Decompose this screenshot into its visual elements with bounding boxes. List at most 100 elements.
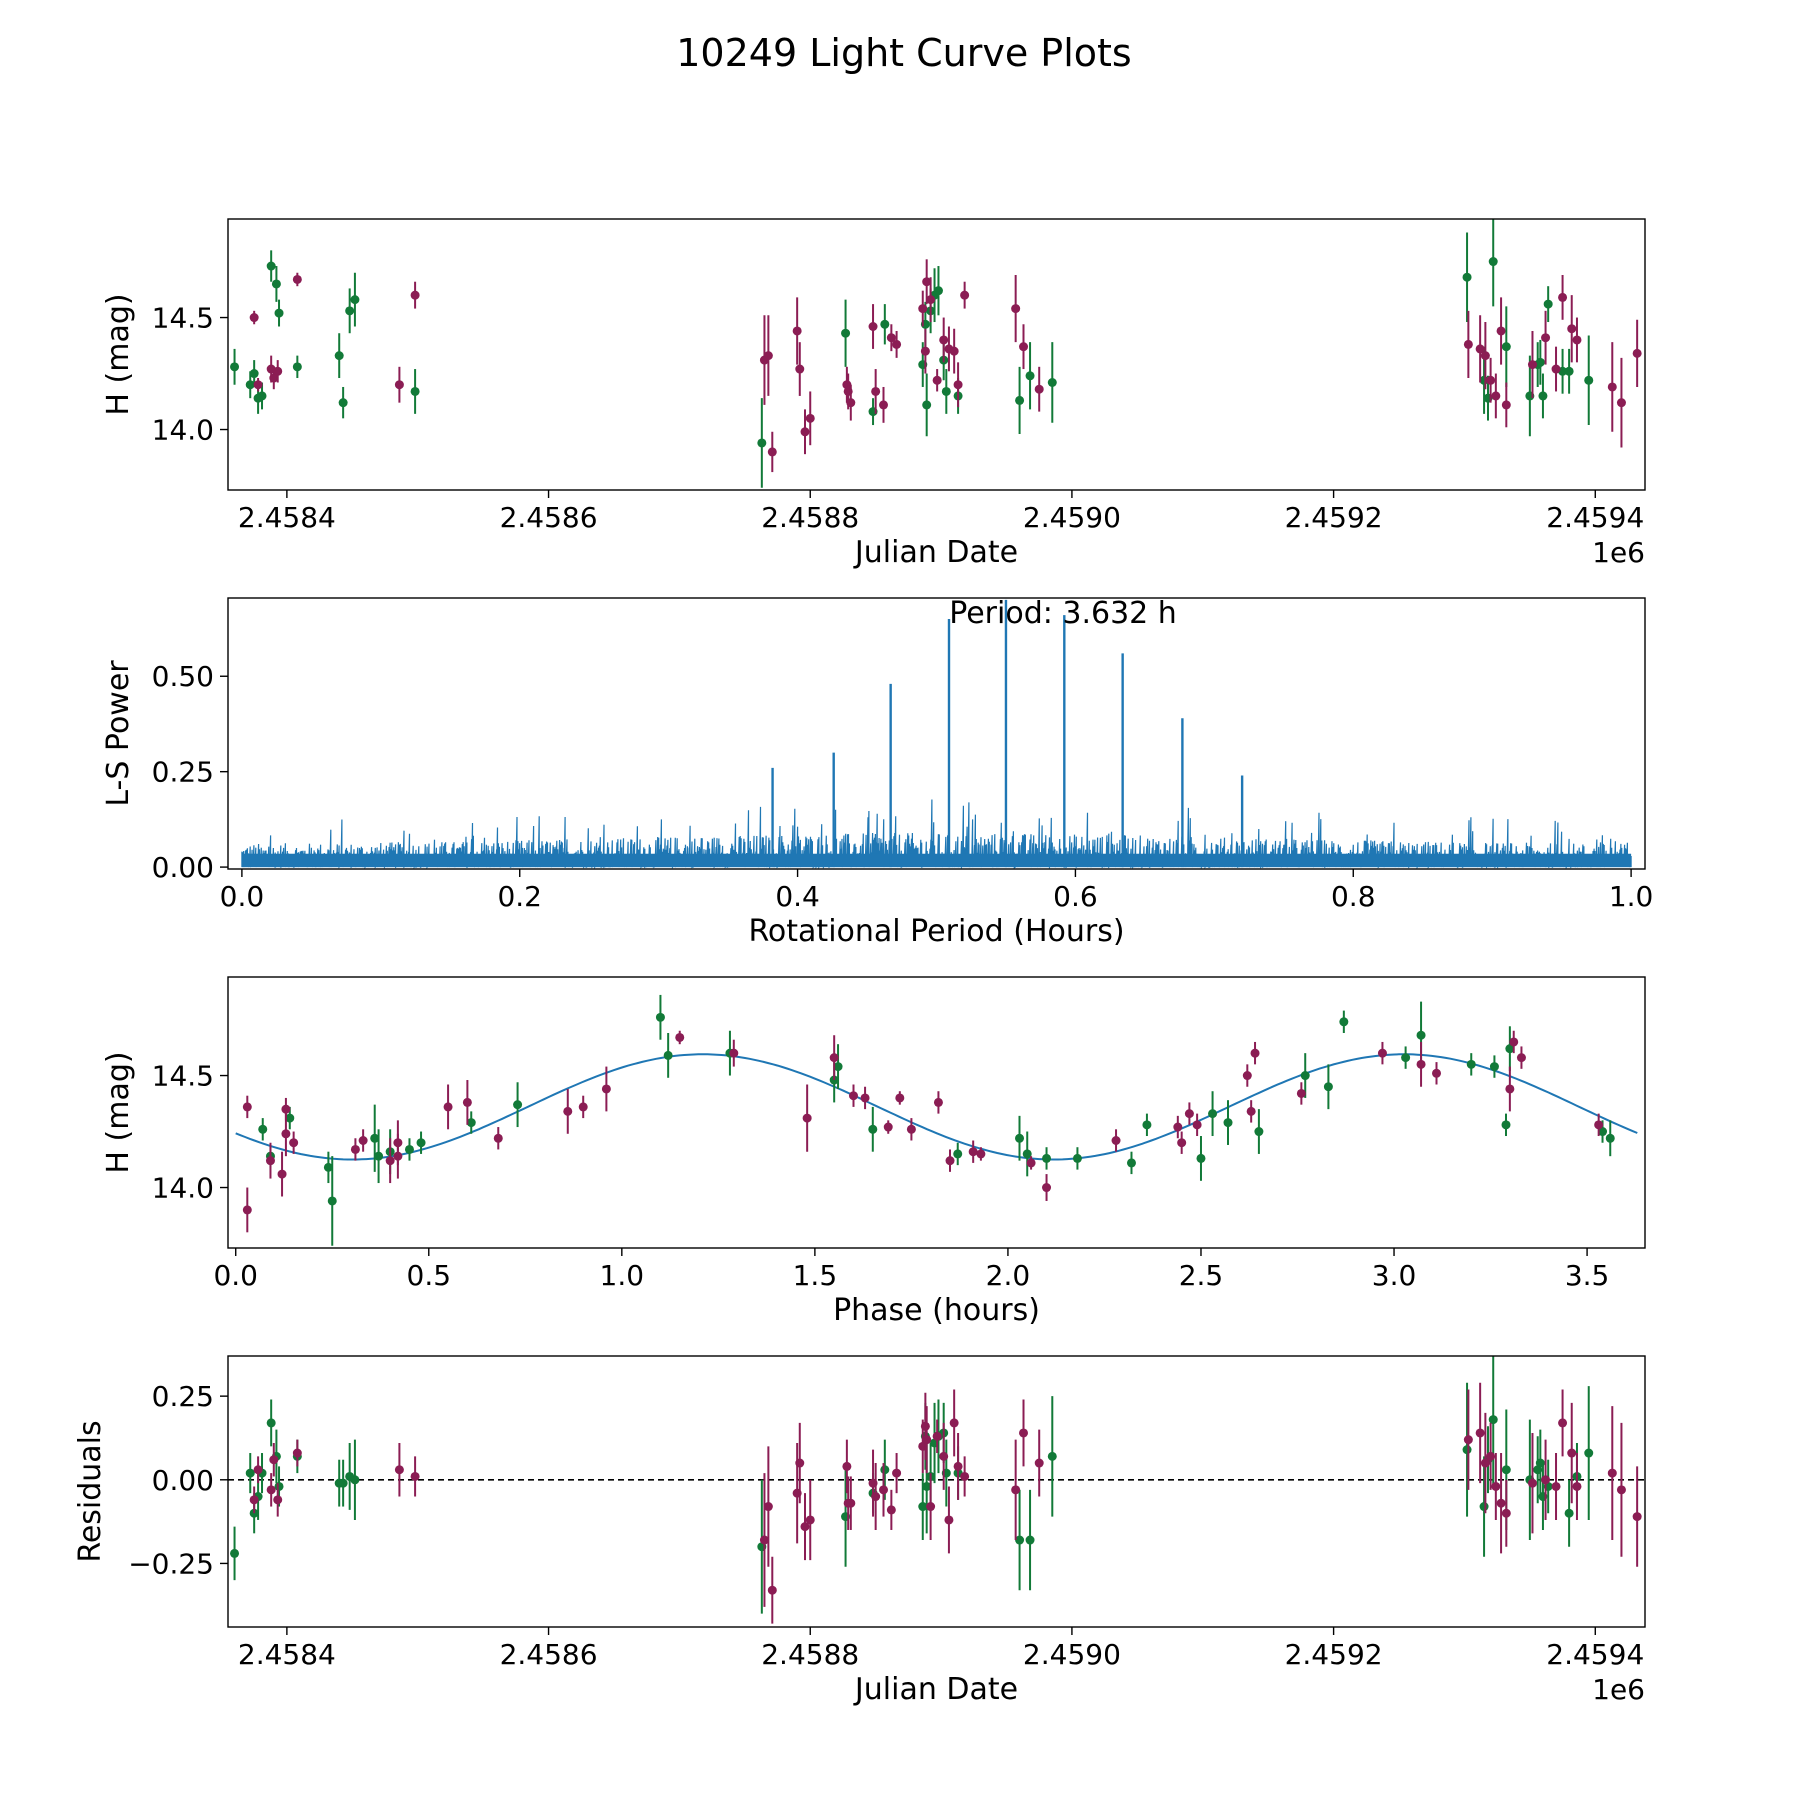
- data-point: [1594, 1120, 1604, 1130]
- data-point: [285, 1113, 295, 1123]
- data-point: [404, 1144, 414, 1154]
- data-point: [941, 386, 951, 396]
- data-point: [1480, 351, 1490, 361]
- x-tick-label: 1.5: [793, 1259, 838, 1292]
- data-point: [350, 295, 360, 305]
- data-point: [265, 1156, 275, 1166]
- data-point: [1011, 304, 1021, 314]
- data-point: [880, 319, 890, 329]
- x-tick-label: 1.0: [1609, 880, 1654, 913]
- x-tick-label: 2.4584: [238, 1638, 336, 1671]
- data-point: [1019, 342, 1029, 352]
- data-point: [1541, 333, 1551, 343]
- data-point: [416, 1138, 426, 1148]
- data-point: [918, 304, 928, 314]
- data-point: [1551, 1481, 1561, 1491]
- data-point: [370, 1133, 380, 1143]
- data-point: [1475, 344, 1485, 354]
- data-point: [868, 1124, 878, 1134]
- data-point: [892, 1468, 902, 1478]
- data-point: [886, 333, 896, 343]
- data-point: [757, 438, 767, 448]
- data-point: [895, 1093, 905, 1103]
- x-tick-label: 2.5: [1179, 1259, 1224, 1292]
- data-point: [1300, 1071, 1310, 1081]
- panel-phased: 0.0 0.5 1.0 1.5 2.0 2.5 3.0 3.5 Phase (hours) 14.…: [101, 976, 1646, 1328]
- data-point: [1184, 1109, 1194, 1119]
- data-point: [563, 1106, 573, 1116]
- data-point: [1496, 326, 1506, 336]
- data-point: [1488, 257, 1498, 267]
- data-point: [1564, 1508, 1574, 1518]
- data-point: [513, 1100, 523, 1110]
- data-point: [953, 1461, 963, 1471]
- x-axis-label: Julian Date: [853, 1672, 1018, 1707]
- data-point: [1011, 1485, 1021, 1495]
- y-tick-label: 14.5: [152, 1060, 214, 1093]
- y-axis: −0.25 0.00 0.25 Residuals: [73, 1380, 228, 1580]
- series-purple: [242, 1030, 1604, 1233]
- power-floor: [241, 853, 1632, 868]
- data-point: [1572, 1481, 1582, 1491]
- data-point: [1250, 1048, 1260, 1058]
- data-point: [1535, 357, 1545, 367]
- data-point: [1047, 1451, 1057, 1461]
- x-tick-label: 0.4: [775, 880, 820, 913]
- y-axis-label: H (mag): [101, 1051, 136, 1173]
- y-tick-label: 14.0: [152, 414, 214, 447]
- plot-area: [230, 219, 1642, 488]
- data-point: [1475, 1428, 1485, 1438]
- data-point: [833, 1062, 843, 1072]
- data-point: [1042, 1153, 1052, 1163]
- data-point: [1323, 1082, 1333, 1092]
- data-point: [1026, 1158, 1036, 1168]
- data-point: [1488, 1415, 1498, 1425]
- data-point: [1072, 1153, 1082, 1163]
- x-axis: 2.4584 2.4586 2.4588 2.4590 2.4592 2.4594 Juli…: [238, 490, 1645, 570]
- data-point: [350, 1144, 360, 1154]
- data-point: [933, 286, 943, 296]
- data-point: [266, 1418, 276, 1428]
- x-tick-label: 2.4590: [1023, 1638, 1121, 1671]
- x-tick-label: 0.6: [1053, 880, 1098, 913]
- data-point: [385, 1156, 395, 1166]
- data-point: [1173, 1122, 1183, 1132]
- data-point: [1516, 1053, 1526, 1063]
- data-point: [230, 362, 240, 372]
- data-point: [462, 1097, 472, 1107]
- data-point: [253, 1465, 263, 1475]
- x-tick-label: 2.4592: [1285, 1638, 1383, 1671]
- data-point: [1192, 1120, 1202, 1130]
- y-tick-label: 0.25: [152, 756, 214, 789]
- x-tick-label: 0.2: [497, 880, 542, 913]
- data-point: [1466, 1059, 1476, 1069]
- x-tick-label: 3.5: [1565, 1259, 1610, 1292]
- y-tick-label: 0.00: [152, 1464, 214, 1497]
- data-point: [249, 369, 259, 379]
- data-point: [1296, 1088, 1306, 1098]
- data-point: [1463, 339, 1473, 349]
- data-point: [1616, 1485, 1626, 1495]
- figure-title: 10249 Light Curve Plots: [676, 31, 1131, 75]
- data-point: [410, 1471, 420, 1481]
- data-point: [792, 326, 802, 336]
- data-point: [848, 1091, 858, 1101]
- data-point: [879, 400, 889, 410]
- data-point: [1025, 371, 1035, 381]
- data-point: [949, 1418, 959, 1428]
- data-point: [1616, 398, 1626, 408]
- y-tick-label: 0.50: [152, 660, 214, 693]
- data-point: [274, 308, 284, 318]
- y-axis-label: L-S Power: [101, 660, 136, 807]
- data-point: [922, 277, 932, 287]
- data-point: [1527, 1478, 1537, 1488]
- x-tick-label: 2.4594: [1546, 501, 1644, 534]
- data-point: [655, 1012, 665, 1022]
- period-annotation: Period: 3.632 h: [949, 596, 1177, 631]
- data-point: [1486, 375, 1496, 385]
- data-point: [953, 1149, 963, 1159]
- data-point: [277, 1169, 287, 1179]
- x-axis-label: Phase (hours): [833, 1293, 1040, 1328]
- y-axis-label: H (mag): [101, 293, 136, 415]
- axes-frame: [227, 1355, 1646, 1628]
